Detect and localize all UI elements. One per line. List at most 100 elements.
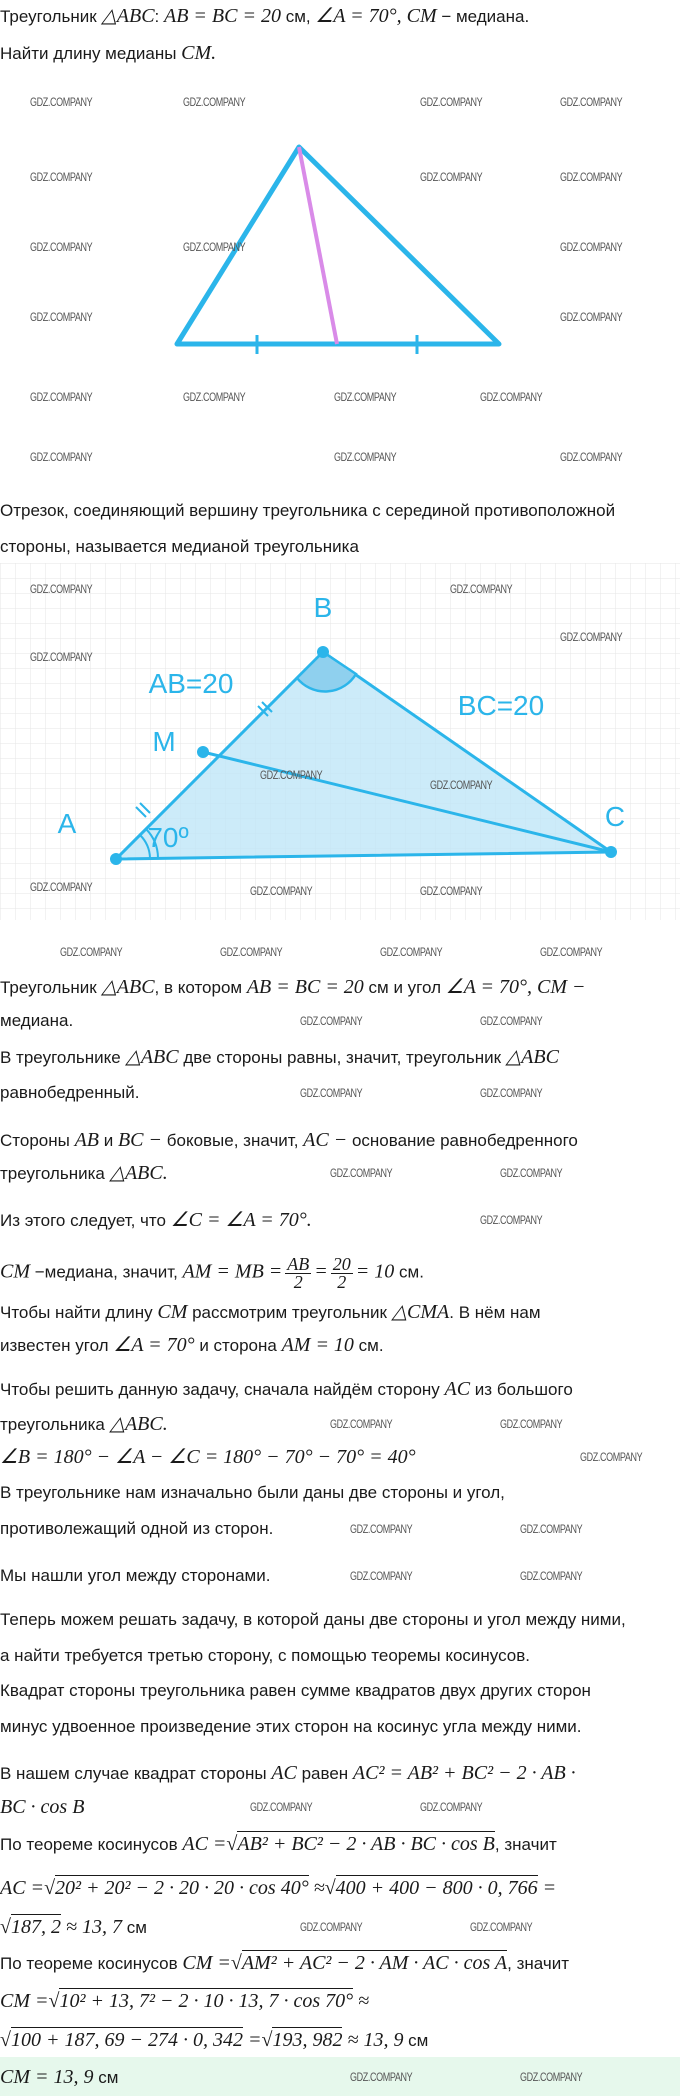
math-expression: ∠A = 70° (113, 1334, 195, 1356)
math-expression: CM (157, 1301, 188, 1323)
point-b (317, 646, 329, 658)
text-segment: −медиана, значит, (30, 1262, 183, 1282)
math-expression: CM = 13, 9 (0, 2066, 94, 2088)
radical-icon: √ (261, 2029, 273, 2051)
text-segment: рассмотрим треугольник (187, 1303, 392, 1322)
math-expression: AC (271, 1762, 297, 1784)
math-expression: △ABC (505, 1046, 559, 1068)
radicand: 10² + 13, 7² − 2 · 10 · 13, 7 · cos 70° (59, 1988, 354, 2012)
square-root: √193, 982 (261, 2027, 343, 2051)
text-line: Из этого следует, что ∠C = ∠A = 70°. (0, 1209, 312, 1232)
math-expression: CM. (181, 42, 217, 64)
text-line: CM = 13, 9 см (0, 2066, 118, 2089)
math-expression: AC² = AB² + BC² − 2 · AB · (352, 1762, 576, 1784)
watermark: GDZ.COMPANY (30, 390, 93, 404)
math-expression: AM = MB = (182, 1260, 283, 1283)
watermark: GDZ.COMPANY (300, 1086, 363, 1100)
math-expression: AC = (182, 1833, 227, 1855)
text-segment: и сторона (194, 1336, 282, 1355)
text-line: известен угол ∠A = 70° и сторона AM = 10… (0, 1334, 384, 1357)
math-expression: BC · cos B (0, 1796, 85, 1818)
text-segment: и (99, 1131, 118, 1150)
watermark: GDZ.COMPANY (580, 1450, 643, 1464)
text-segment: равен (296, 1764, 353, 1783)
text-line: а найти требуется третью сторону, с помо… (0, 1645, 530, 1667)
math-expression: ∠B = 180° − ∠A − ∠C = 180° − 70° − 70° =… (0, 1446, 416, 1468)
square-root: √400 + 400 − 800 · 0, 766 (325, 1875, 538, 1899)
math-expression: BC − (117, 1129, 163, 1151)
text-line: BC · cos B (0, 1796, 84, 1819)
text-segment: стороны, называется медианой треугольник… (0, 537, 359, 556)
triangle-abc-outline (174, 144, 502, 347)
text-segment: Квадрат стороны треугольника равен сумме… (0, 1681, 591, 1700)
figure-triangle-grid: B A C M AB=20 BC=20 70º (0, 563, 680, 920)
text-line: равнобедренный. (0, 1082, 139, 1104)
text-segment: см (121, 1918, 147, 1937)
text-segment: Треугольник (0, 7, 102, 26)
text-segment: , значит (507, 1954, 569, 1973)
figure-median-sketch (174, 144, 502, 354)
text-segment: Мы нашли угол между сторонами. (0, 1566, 271, 1585)
watermark: GDZ.COMPANY (480, 1014, 543, 1028)
text-segment: треугольника (0, 1164, 110, 1183)
math-expression: △ABC (101, 976, 155, 998)
text-segment: Чтобы решить данную задачу, сначала найд… (0, 1380, 445, 1399)
point-a (110, 853, 122, 865)
text-segment: Найти длину медианы (0, 44, 182, 63)
label-b: B (314, 592, 333, 623)
text-segment: см (93, 2068, 119, 2087)
watermark: GDZ.COMPANY (520, 1522, 583, 1536)
watermark: GDZ.COMPANY (220, 945, 283, 959)
watermark: GDZ.COMPANY (250, 1800, 313, 1814)
text-segment: противолежащий одной из сторон. (0, 1519, 274, 1538)
watermark: GDZ.COMPANY (330, 1417, 393, 1431)
text-segment: а найти требуется третью сторону, с помо… (0, 1646, 531, 1665)
text-segment: основание равнобедренного (347, 1131, 578, 1150)
text-segment: Теперь можем решать задачу, в которой да… (0, 1610, 626, 1629)
text-line: √187, 2 ≈ 13, 7 см (0, 1914, 147, 1939)
text-segment: Стороны (0, 1131, 75, 1150)
watermark: GDZ.COMPANY (470, 1920, 533, 1934)
text-segment: медиана. (0, 1011, 74, 1030)
text-line: Чтобы решить данную задачу, сначала найд… (0, 1378, 573, 1401)
segment-mc (202, 750, 612, 854)
fraction: 20 2 (330, 1254, 353, 1291)
answer-highlight (0, 2057, 680, 2096)
label-a: A (58, 808, 77, 839)
text-line: По теореме косинусов CM =√AM² + AC² − 2 … (0, 1950, 569, 1975)
square-root: √187, 2 (0, 1914, 61, 1938)
radical-icon: √ (324, 1877, 336, 1899)
text-segment: По теореме косинусов (0, 1835, 183, 1854)
math-expression: AM = 10 (281, 1334, 354, 1356)
radicand: 187, 2 (10, 1914, 61, 1938)
text-line: Чтобы найти длину CM рассмотрим треуголь… (0, 1301, 541, 1324)
text-line: Отрезок, соединяющий вершину треугольник… (0, 500, 615, 522)
math-expression: ≈ 13, 7 (60, 1916, 122, 1938)
text-segment: боковые, значит, (162, 1131, 304, 1150)
math-expression: ∠A = 70°, CM − (445, 976, 586, 998)
watermark: GDZ.COMPANY (350, 1569, 413, 1583)
tick-mark (139, 802, 151, 814)
watermark: GDZ.COMPANY (60, 945, 123, 959)
text-segment: В нашем случае квадрат стороны (0, 1764, 272, 1783)
math-expression: △CMA (391, 1301, 450, 1323)
watermark: GDZ.COMPANY (480, 1213, 543, 1227)
angle-a-arc (145, 828, 159, 859)
text-line: ∠B = 180° − ∠A − ∠C = 180° − 70° − 70° =… (0, 1446, 416, 1469)
radical-icon: √ (48, 1990, 60, 2012)
radical-icon: √ (0, 2029, 11, 2051)
math-expression: AB = BC = 20 (164, 5, 281, 27)
watermark: GDZ.COMPANY (334, 450, 397, 464)
watermark: GDZ.COMPANY (330, 1166, 393, 1180)
text-line: медиана. (0, 1010, 73, 1032)
text-segment: , значит (494, 1835, 557, 1854)
text-line: противолежащий одной из сторон. (0, 1518, 273, 1540)
radicand: AB² + BC² − 2 · AB · BC · cos B (237, 1831, 495, 1855)
radical-icon: √ (230, 1952, 242, 1974)
text-line: Треугольник △ABC, в котором AB = BC = 20… (0, 976, 586, 999)
numerator: 20 (330, 1254, 353, 1274)
math-expression: ∠A = 70°, CM (315, 5, 437, 27)
label-angle-a: 70º (147, 822, 188, 853)
text-line: В нашем случае квадрат стороны AC равен … (0, 1762, 576, 1785)
math-expression: AC = (0, 1877, 45, 1899)
